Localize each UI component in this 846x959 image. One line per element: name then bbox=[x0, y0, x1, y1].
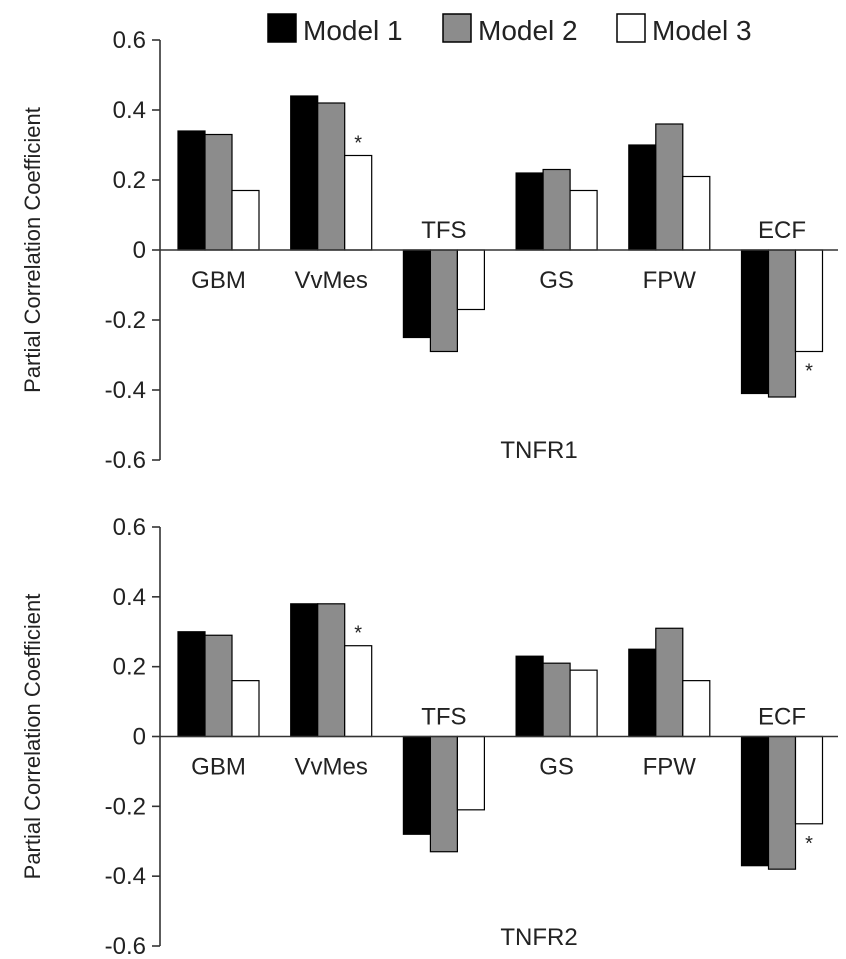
y-tick-label: -0.6 bbox=[105, 447, 146, 474]
legend: Model 1 Model 2 Model 3 bbox=[267, 13, 752, 46]
y-tick-label: -0.6 bbox=[105, 933, 146, 959]
bar-model-3-gbm bbox=[231, 189, 260, 251]
category-label-fpw: FPW bbox=[643, 267, 697, 294]
y-tick-label: 0.6 bbox=[113, 514, 146, 541]
bar-model-1-ecf bbox=[740, 249, 770, 395]
bar-model-1-fpw bbox=[628, 144, 657, 251]
panel-tnfr1: 0.6 0.4 0.2 0 -0.2 -0.4 -0.6 Partial Correlatio… bbox=[20, 27, 838, 474]
bar-model-3-fpw bbox=[682, 175, 711, 251]
bar-model-1-tfs bbox=[402, 249, 431, 339]
category-label-gbm: GBM bbox=[191, 754, 246, 781]
significance-marker: * bbox=[805, 361, 813, 383]
bar-model-2-gs bbox=[542, 168, 571, 251]
bar-model-2-ecf bbox=[767, 249, 797, 398]
legend-swatch-model-2 bbox=[442, 13, 472, 43]
bar-model-2-gbm bbox=[204, 634, 233, 738]
legend-label-model-2: Model 2 bbox=[478, 15, 578, 46]
bar-model-2-ecf bbox=[767, 735, 797, 870]
bar-model-2-gs bbox=[542, 662, 571, 738]
category-label-gs: GS bbox=[539, 267, 574, 294]
y-tick-label: 0.6 bbox=[113, 27, 146, 54]
y-tick-label: 0 bbox=[133, 237, 146, 264]
category-label-ecf: ECF bbox=[758, 217, 806, 244]
panel-title: TNFR2 bbox=[500, 924, 577, 951]
legend-label-model-1: Model 1 bbox=[303, 15, 403, 46]
y-tick-label: -0.4 bbox=[105, 863, 146, 890]
bar-model-1-gbm bbox=[177, 631, 206, 738]
bar-model-3-gbm bbox=[231, 680, 260, 738]
bar-model-1-ecf bbox=[740, 735, 770, 867]
y-tick-label: 0.4 bbox=[113, 584, 146, 611]
bar-model-3-tfs bbox=[456, 735, 485, 811]
bar-model-2-tfs bbox=[429, 249, 458, 353]
bar-model-2-fpw bbox=[655, 627, 684, 738]
bar-model-1-fpw bbox=[628, 648, 657, 738]
bar-model-1-gs bbox=[515, 655, 544, 738]
y-axis-label: Partial Correlation Coefficient bbox=[20, 107, 45, 393]
panel-tnfr2: 0.6 0.4 0.2 0 -0.2 -0.4 -0.6 Partial Correlatio… bbox=[20, 514, 838, 959]
bar-model-2-fpw bbox=[655, 123, 684, 251]
significance-marker: * bbox=[354, 623, 362, 645]
category-label-vvmes: VvMes bbox=[295, 754, 368, 781]
category-label-vvmes: VvMes bbox=[295, 267, 368, 294]
bar-model-2-tfs bbox=[429, 735, 458, 853]
bar-model-3-fpw bbox=[682, 680, 711, 738]
y-tick-label: -0.4 bbox=[105, 377, 146, 404]
legend-swatch-model-3 bbox=[616, 13, 646, 43]
panel-title: TNFR1 bbox=[500, 437, 577, 464]
bar-model-3-ecf bbox=[794, 735, 824, 825]
legend-swatch-model-1 bbox=[267, 13, 297, 43]
significance-marker: * bbox=[354, 133, 362, 155]
category-label-gbm: GBM bbox=[191, 267, 246, 294]
bar-model-2-vvmes bbox=[317, 102, 346, 251]
category-label-tfs: TFS bbox=[421, 704, 466, 731]
bar-model-1-gs bbox=[515, 172, 544, 251]
bar-model-3-ecf bbox=[794, 249, 824, 353]
bar-model-2-gbm bbox=[204, 133, 233, 251]
bar-model-1-vvmes bbox=[290, 95, 319, 251]
y-tick-label: -0.2 bbox=[105, 793, 146, 820]
bar-model-3-tfs bbox=[456, 249, 485, 311]
y-tick-label: 0.2 bbox=[113, 167, 146, 194]
bar-model-3-vvmes bbox=[344, 645, 373, 738]
bar-model-3-vvmes bbox=[344, 154, 373, 251]
bar-model-1-gbm bbox=[177, 130, 206, 251]
legend-label-model-3: Model 3 bbox=[652, 15, 752, 46]
bar-model-3-gs bbox=[569, 189, 598, 251]
y-tick-label: 0.4 bbox=[113, 97, 146, 124]
y-tick-label: -0.2 bbox=[105, 307, 146, 334]
y-axis-label: Partial Correlation Coefficient bbox=[20, 594, 45, 880]
bar-model-3-gs bbox=[569, 669, 598, 738]
category-label-fpw: FPW bbox=[643, 754, 697, 781]
bar-model-1-vvmes bbox=[290, 603, 319, 738]
category-label-tfs: TFS bbox=[421, 217, 466, 244]
category-label-gs: GS bbox=[539, 754, 574, 781]
y-tick-label: 0.2 bbox=[113, 654, 146, 681]
bar-model-2-vvmes bbox=[317, 603, 346, 738]
category-label-ecf: ECF bbox=[758, 704, 806, 731]
y-tick-label: 0 bbox=[133, 724, 146, 751]
significance-marker: * bbox=[805, 833, 813, 855]
bar-model-1-tfs bbox=[402, 735, 431, 835]
